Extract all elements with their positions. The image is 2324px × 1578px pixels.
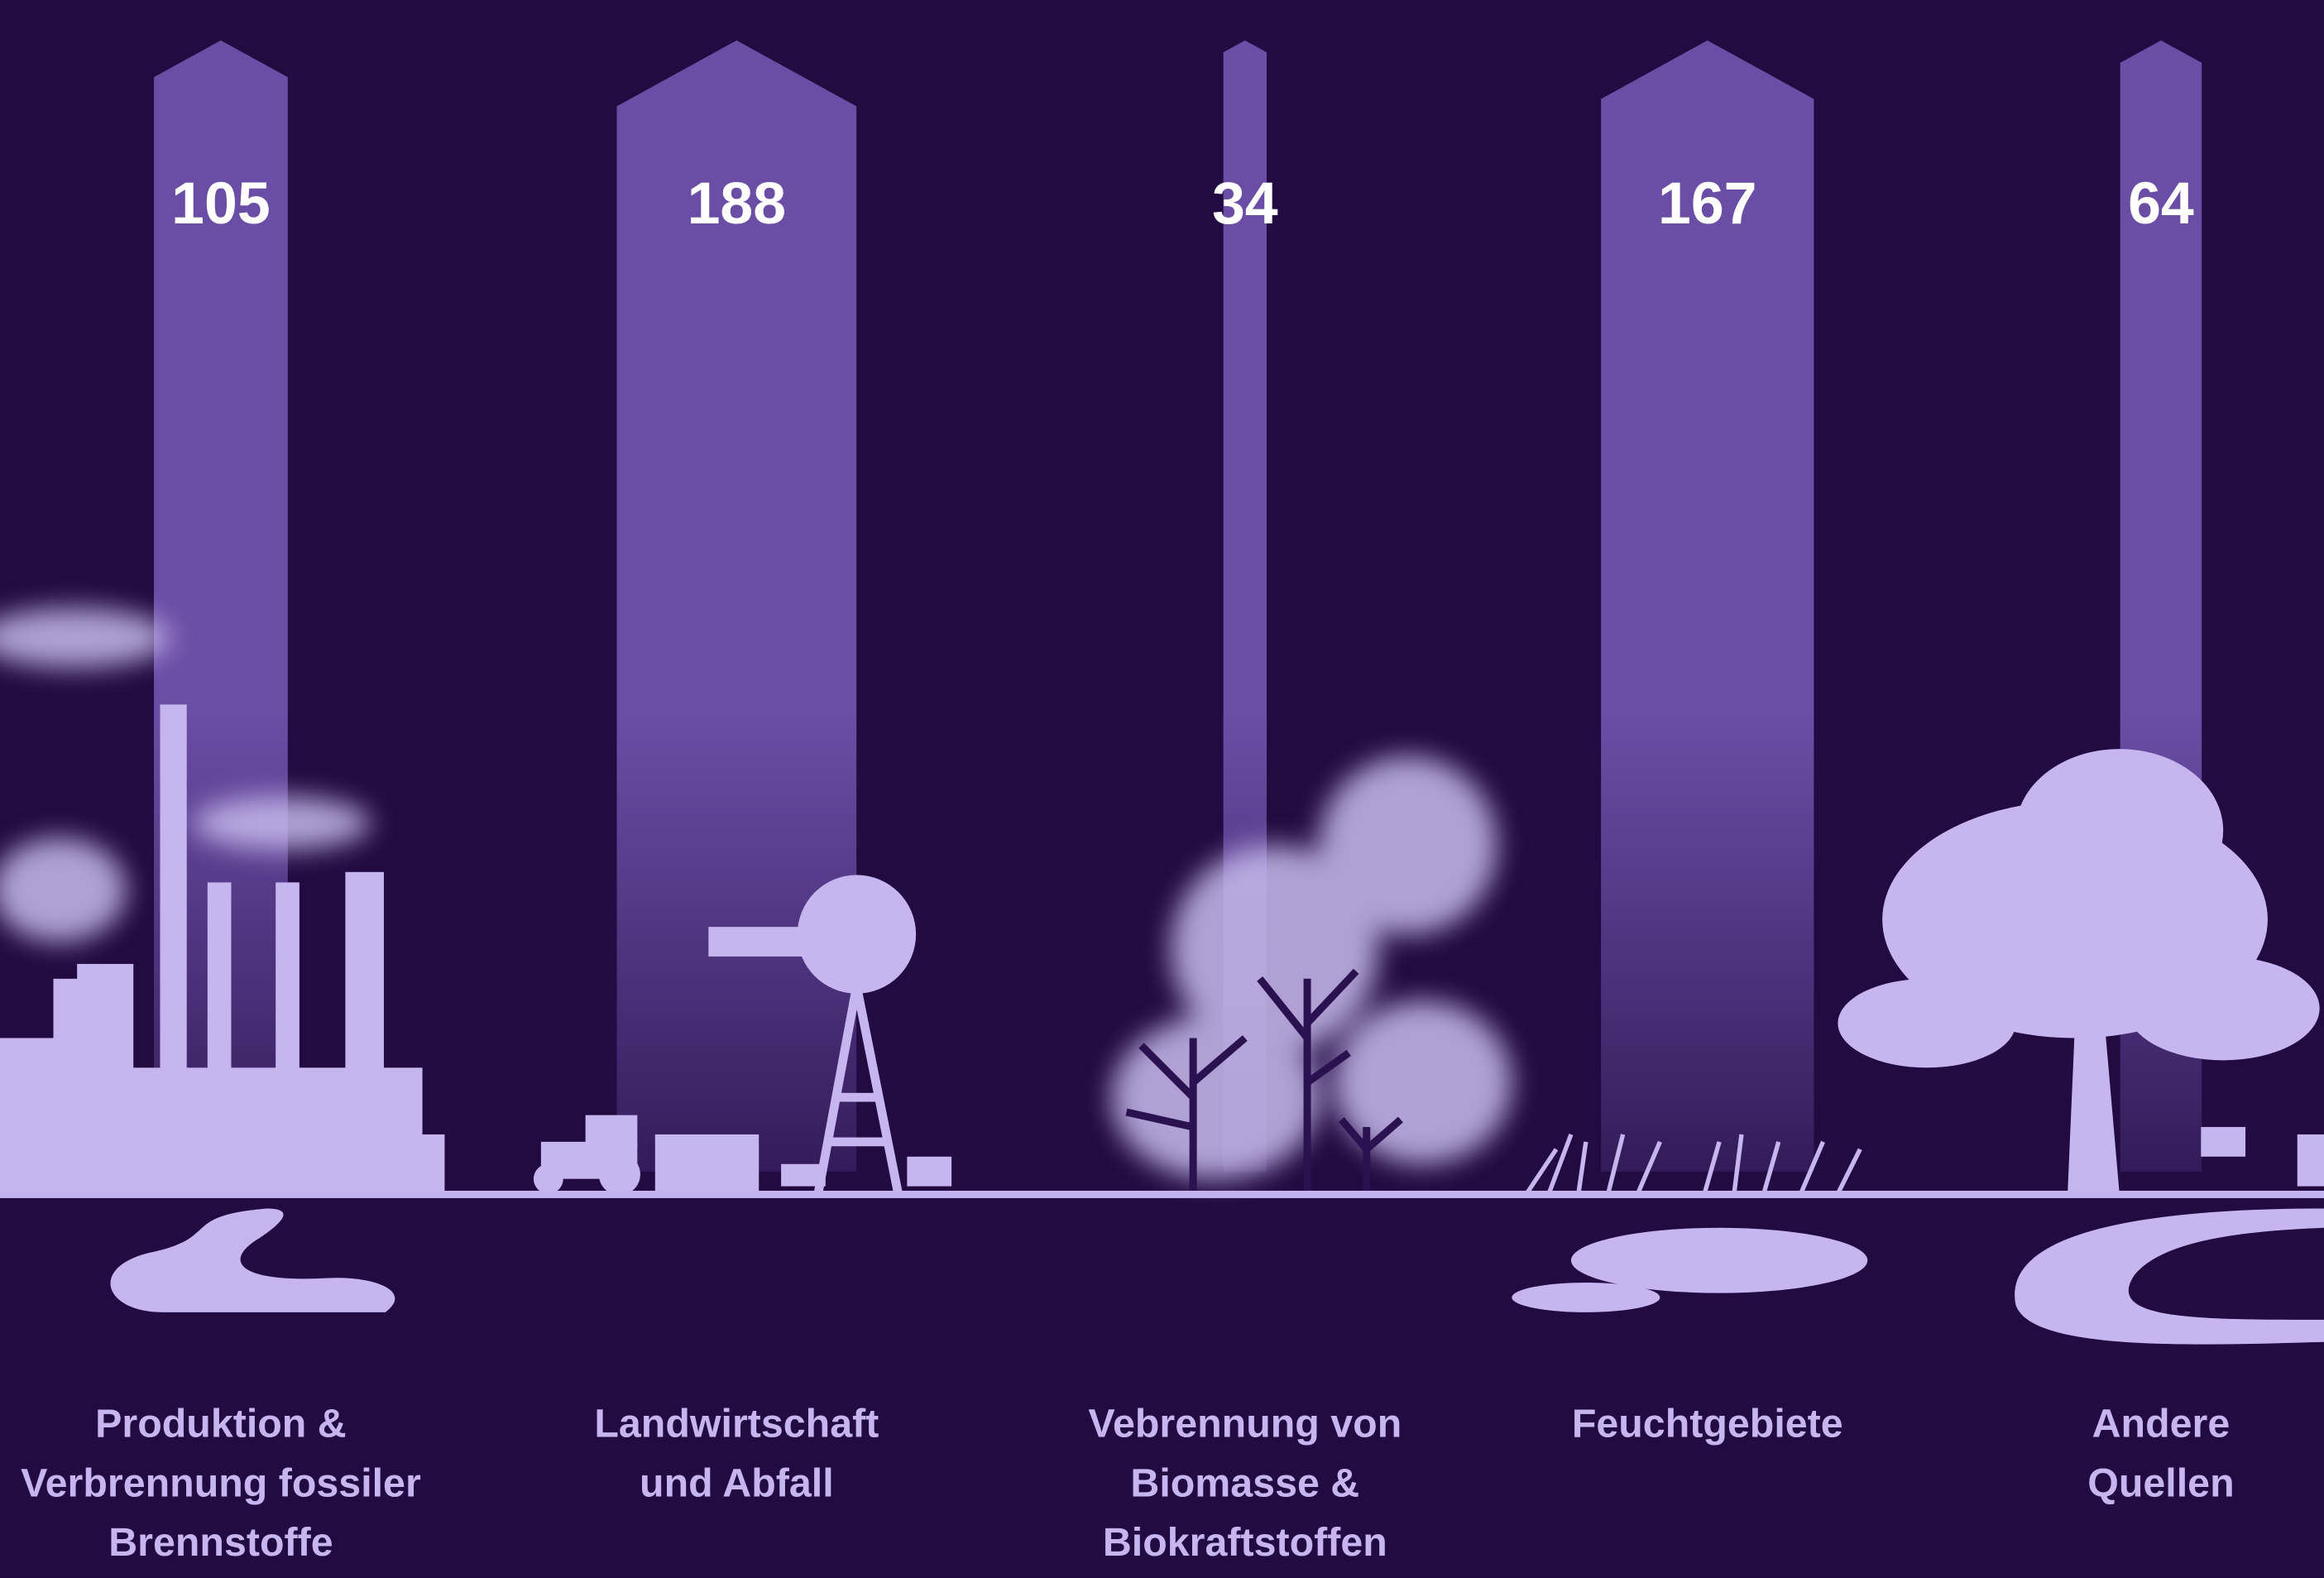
value-label: 105 xyxy=(171,170,271,237)
arrow-bar xyxy=(1601,40,1814,1172)
category-label: Biokraftstoffen xyxy=(1103,1520,1387,1565)
arrow-bar xyxy=(616,40,857,1172)
value-label: 64 xyxy=(2128,170,2194,237)
water xyxy=(110,1208,2324,1345)
category-label: Quellen xyxy=(2087,1460,2234,1505)
arrow-bar xyxy=(154,40,288,1172)
factory xyxy=(0,704,445,1194)
category-label: Biomasse & xyxy=(1130,1460,1359,1505)
category-label: Andere xyxy=(2092,1402,2231,1446)
category-label: Brennstoffe xyxy=(108,1520,333,1565)
illustrations xyxy=(0,607,2324,1345)
category-label: Produktion & xyxy=(95,1402,347,1446)
category-label: Landwirtschaft xyxy=(594,1402,879,1446)
grass xyxy=(1524,1133,1862,1196)
farm xyxy=(533,875,952,1196)
category-label: Feuchtgebiete xyxy=(1572,1402,1843,1446)
tree xyxy=(1838,749,2324,1194)
bare-trees xyxy=(1125,968,1403,1194)
category-label: Vebrennung von xyxy=(1088,1402,1402,1446)
labels: 105 Produktion & Verbrennung fossiler Brenn… xyxy=(21,170,2235,1565)
value-label: 167 xyxy=(1658,170,1757,237)
category-label: Verbrennung fossiler xyxy=(21,1460,421,1505)
value-label: 188 xyxy=(688,170,787,237)
ground-line xyxy=(0,1190,2324,1198)
category-label: und Abfall xyxy=(640,1460,834,1505)
value-label: 34 xyxy=(1212,170,1278,237)
